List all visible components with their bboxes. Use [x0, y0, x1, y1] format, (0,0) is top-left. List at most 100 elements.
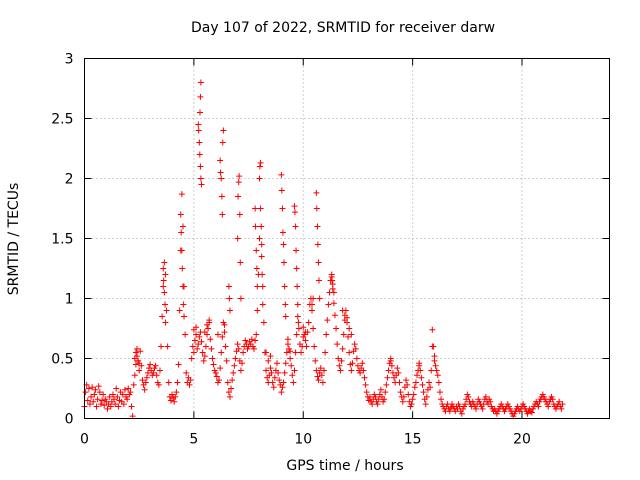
data-point [465, 393, 472, 400]
data-point [323, 331, 330, 338]
data-point [226, 307, 233, 314]
data-point [237, 295, 244, 302]
data-point [197, 175, 204, 182]
data-point [195, 341, 202, 348]
data-point [88, 393, 95, 400]
data-point [197, 163, 204, 170]
data-point [106, 393, 113, 400]
data-point [268, 369, 275, 376]
data-point [292, 223, 299, 230]
data-point [295, 325, 302, 332]
data-point [397, 389, 404, 396]
x-tick-label: 10 [294, 432, 312, 448]
data-point [197, 109, 203, 116]
data-point [153, 372, 160, 379]
data-point [400, 393, 407, 400]
data-point [183, 369, 190, 376]
data-point [387, 357, 394, 364]
data-point [340, 331, 347, 338]
data-point [235, 345, 242, 352]
data-point [132, 361, 139, 368]
data-point [366, 393, 373, 400]
data-point [384, 374, 391, 381]
data-point [302, 337, 309, 344]
data-point [114, 393, 121, 400]
x-tick-label: 5 [189, 432, 198, 448]
data-point [251, 345, 258, 352]
data-point [256, 175, 263, 182]
data-point [172, 393, 179, 400]
data-point [315, 377, 322, 384]
data-point [395, 369, 402, 376]
data-point [321, 367, 328, 374]
data-point [195, 121, 202, 128]
data-point [291, 203, 298, 210]
data-point [431, 353, 438, 360]
data-point [96, 389, 103, 396]
data-point [119, 391, 126, 398]
data-point [229, 377, 236, 384]
data-point [389, 369, 396, 376]
data-point [336, 362, 343, 369]
data-point [221, 321, 228, 328]
data-point [423, 393, 430, 400]
data-point [173, 389, 180, 396]
data-point [260, 319, 267, 326]
data-point [258, 253, 265, 260]
grid-layer [84, 58, 610, 419]
data-point [194, 345, 201, 352]
y-tick-label: 2 [65, 172, 74, 188]
data-point [252, 223, 259, 230]
data-point [426, 379, 433, 386]
data-point [124, 396, 131, 403]
data-point [93, 403, 100, 410]
data-point [219, 211, 226, 218]
data-point [225, 389, 232, 396]
data-point [254, 283, 261, 290]
data-point [293, 247, 300, 254]
data-point [372, 393, 379, 400]
data-point [295, 319, 302, 326]
data-point [418, 374, 425, 381]
data-point [303, 343, 310, 350]
data-point [180, 301, 187, 308]
data-point [163, 307, 170, 314]
data-point [284, 336, 291, 343]
data-point [276, 377, 283, 384]
data-point [346, 325, 353, 332]
data-point [235, 193, 242, 200]
data-point [206, 317, 213, 324]
data-point [399, 398, 406, 405]
data-point [267, 353, 274, 360]
data-point [112, 401, 119, 408]
data-point [528, 409, 535, 416]
data-point [254, 307, 261, 314]
data-point [207, 336, 214, 343]
data-point [210, 361, 217, 368]
data-point [377, 386, 384, 393]
data-point [315, 259, 322, 266]
data-point [280, 379, 287, 386]
data-point [419, 381, 426, 388]
data-point [86, 401, 93, 408]
data-point [253, 265, 260, 272]
plot-frame [84, 58, 610, 419]
data-point [385, 367, 392, 374]
data-point [162, 271, 169, 278]
data-point [435, 379, 442, 386]
data-point [125, 385, 132, 392]
data-point [253, 331, 260, 338]
x-tick-label: 20 [513, 432, 531, 448]
data-point [305, 319, 312, 326]
data-point [199, 349, 206, 356]
data-point [311, 343, 318, 350]
data-point [333, 325, 340, 332]
data-point [434, 372, 441, 379]
points-layer [81, 79, 566, 420]
data-point [339, 345, 346, 352]
data-point [161, 259, 168, 266]
data-point [97, 401, 104, 408]
data-point [298, 349, 305, 356]
data-point [234, 235, 241, 242]
data-point [218, 193, 225, 200]
